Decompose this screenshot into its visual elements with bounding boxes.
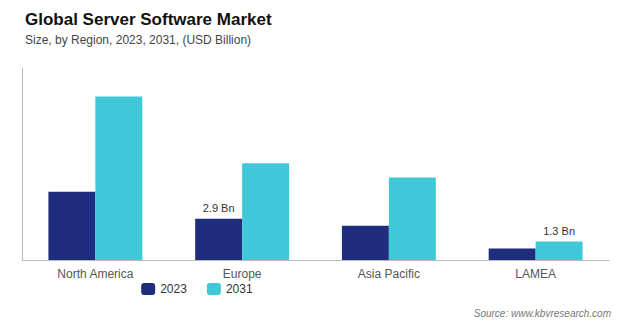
svg-text:Europe: Europe (223, 267, 262, 281)
svg-text:Global Server Software Market: Global Server Software Market (25, 10, 272, 29)
svg-text:Source: www.kbvresearch.com: Source: www.kbvresearch.com (474, 308, 611, 319)
svg-text:Size, by Region, 2023, 2031, (: Size, by Region, 2023, 2031, (USD Billio… (25, 33, 251, 47)
svg-text:Asia Pacific: Asia Pacific (358, 267, 420, 281)
svg-text:2.9 Bn: 2.9 Bn (203, 202, 235, 214)
svg-text:2023: 2023 (160, 282, 187, 296)
svg-text:1.3 Bn: 1.3 Bn (543, 225, 575, 237)
svg-text:North America: North America (57, 267, 133, 281)
svg-text:LAMEA: LAMEA (515, 267, 556, 281)
svg-text:2031: 2031 (226, 282, 253, 296)
